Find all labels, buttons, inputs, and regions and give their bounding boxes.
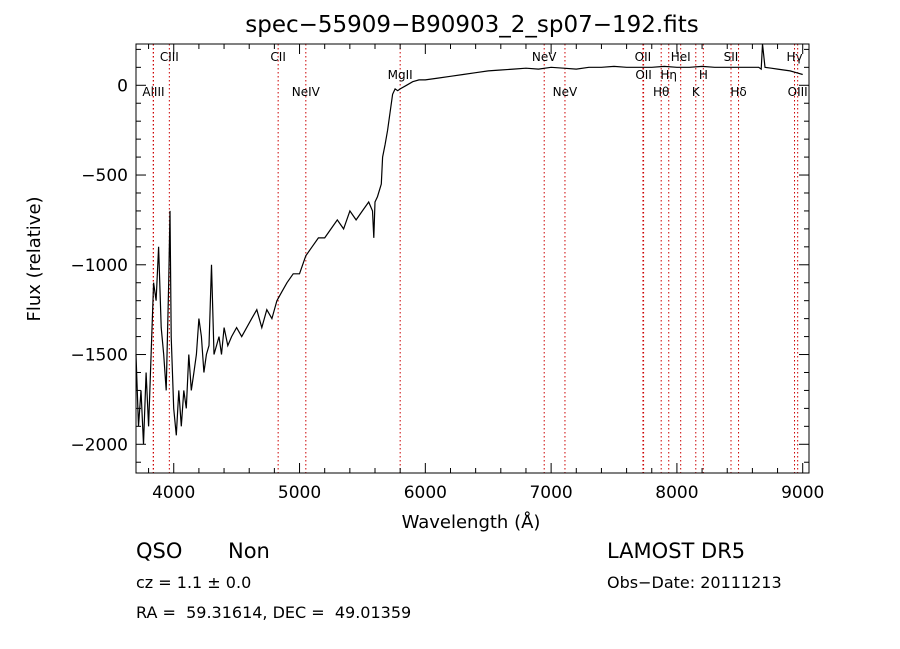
line-marker-label: MgII: [388, 68, 413, 82]
survey-name: LAMOST DR5: [607, 539, 746, 563]
x-axis-label: Wavelength (Å): [402, 511, 541, 533]
line-marker-label: OIII: [788, 85, 808, 99]
y-tick-label: −2000: [70, 435, 128, 455]
y-tick-label: −1000: [70, 256, 128, 276]
x-tick-label: 7000: [529, 483, 572, 503]
x-tick-label: 8000: [655, 483, 698, 503]
line-marker-label: Hθ: [653, 85, 669, 99]
plot-frame: [135, 43, 810, 474]
x-tick-label: 5000: [278, 483, 321, 503]
line-marker-label: Hδ: [730, 85, 746, 99]
y-tick-label: −500: [81, 166, 128, 186]
coordinates-info: RA = 59.31614, DEC = 49.01359: [136, 603, 412, 622]
line-marker-label: HeI: [671, 50, 691, 64]
y-tick-label: 0: [117, 76, 128, 96]
line-marker-label: CIII: [160, 50, 179, 64]
line-marker-label: Hγ: [786, 50, 802, 64]
observation-date: Obs−Date: 20111213: [607, 573, 782, 592]
y-tick-label: −1500: [70, 346, 128, 366]
line-marker-label: OII: [635, 68, 652, 82]
x-tick-label: 4000: [152, 483, 195, 503]
spectrum-line: [135, 43, 803, 445]
redshift-info: cz = 1.1 ± 0.0: [136, 573, 252, 592]
line-marker-label: CII: [270, 50, 285, 64]
line-marker-label: SII: [724, 50, 739, 64]
y-axis-ticks: 0 −500 −1000 −1500 −2000: [70, 48, 809, 463]
x-tick-label: 6000: [404, 483, 447, 503]
line-marker-label: OII: [635, 50, 652, 64]
object-subclass: Non: [228, 539, 270, 563]
line-marker-label: Hη: [660, 68, 677, 82]
line-marker-label: H: [699, 68, 708, 82]
line-marker-label: NeV: [532, 50, 557, 64]
line-marker-label: K: [692, 85, 701, 99]
line-marker-label: NeV: [553, 85, 578, 99]
chart-title: spec−55909−B90903_2_sp07−192.fits: [245, 12, 699, 38]
object-class: QSO: [136, 539, 183, 563]
x-axis-ticks: 4000 5000 6000 7000 8000 9000: [148, 44, 824, 503]
line-marker-label: NeIV: [292, 85, 321, 99]
y-axis-label: Flux (relative): [24, 196, 45, 321]
x-tick-label: 9000: [781, 483, 824, 503]
